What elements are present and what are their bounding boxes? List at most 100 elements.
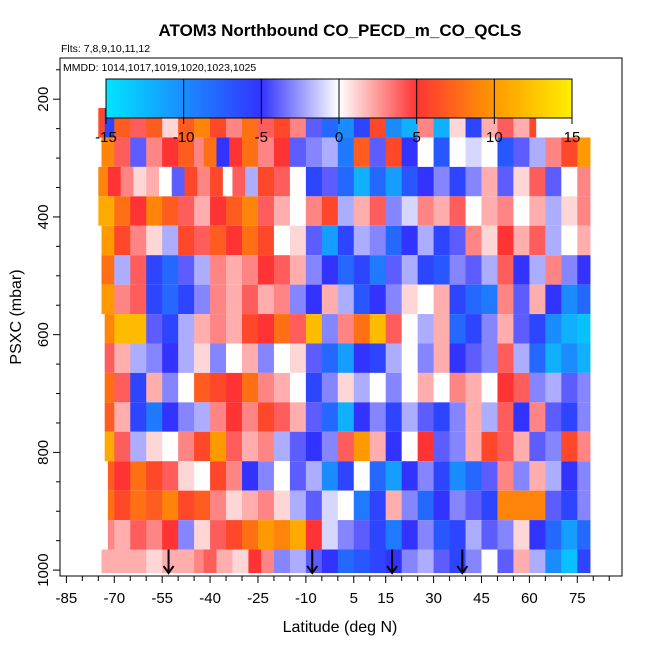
heatmap-cell	[146, 490, 163, 521]
heatmap-cell	[353, 431, 371, 462]
heatmap-cell	[353, 372, 371, 403]
heatmap-cell	[305, 549, 323, 574]
heatmap-cell	[305, 166, 323, 197]
heatmap-cell	[273, 549, 291, 574]
heatmap-cell	[289, 166, 307, 197]
heatmap-cell	[321, 343, 339, 373]
heatmap-cell	[433, 284, 450, 315]
heatmap-cell	[197, 166, 211, 197]
heatmap-cell	[289, 431, 307, 462]
heatmap-cell	[114, 255, 131, 285]
heatmap-cell	[210, 461, 227, 491]
heatmap-cell	[321, 520, 339, 550]
heatmap-cell	[577, 461, 591, 491]
heatmap-cell	[417, 431, 435, 462]
heatmap-cell	[178, 402, 195, 432]
heatmap-cell	[465, 343, 482, 373]
heatmap-cell	[481, 343, 498, 373]
heatmap-cell	[305, 461, 323, 491]
heatmap-cell	[130, 549, 147, 574]
heatmap-cell	[162, 431, 179, 462]
heatmap-cell	[305, 431, 323, 462]
heatmap-cell	[257, 166, 275, 197]
heatmap-cell	[529, 225, 546, 256]
heatmap-cell	[577, 520, 591, 550]
heatmap-cell	[465, 461, 482, 491]
arrow-head	[456, 565, 469, 575]
heatmap-cell	[545, 196, 562, 226]
heatmap-cell	[130, 520, 147, 550]
x-tick-label: 75	[569, 590, 586, 607]
heatmap-cell	[257, 431, 275, 462]
heatmap-cell	[114, 490, 131, 521]
heatmap-cell	[305, 343, 323, 373]
heatmap-cell	[226, 284, 243, 315]
heatmap-cell	[481, 196, 498, 226]
heatmap-cell	[229, 137, 243, 167]
heatmap-cell	[497, 343, 514, 373]
heatmap-cell	[337, 225, 355, 256]
heatmap-cell	[273, 372, 291, 403]
heatmap-cell	[529, 372, 546, 403]
heatmap-cell	[577, 314, 591, 344]
heatmap-cell	[171, 166, 185, 197]
heatmap-cell	[130, 343, 147, 373]
heatmap-cell	[385, 166, 403, 197]
heatmap-cell	[561, 431, 578, 462]
heatmap-cell	[449, 461, 466, 491]
heatmap-cell	[321, 461, 339, 491]
heatmap-cell	[353, 196, 371, 226]
heatmap-cell	[104, 314, 115, 344]
heatmap-cell	[401, 314, 419, 344]
heatmap-cell	[529, 166, 546, 197]
x-tick-label: 45	[473, 590, 490, 607]
heatmap-cell	[401, 461, 419, 491]
heatmap-cell	[353, 225, 371, 256]
heatmap-cell	[242, 372, 259, 403]
heatmap-cell	[337, 461, 355, 491]
heatmap-cell	[417, 166, 435, 197]
heatmap-cell	[114, 402, 131, 432]
heatmap-cell	[449, 490, 466, 521]
x-tick-label: -40	[199, 590, 221, 607]
heatmap-cell	[162, 225, 179, 256]
heatmap-cell	[449, 431, 466, 462]
heatmap-cells	[98, 81, 591, 574]
heatmap-cell	[481, 490, 498, 521]
x-tick-label: 5	[350, 590, 358, 607]
heatmap-cell	[146, 431, 163, 462]
heatmap-cell	[210, 343, 227, 373]
x-tick-label: 60	[521, 590, 538, 607]
heatmap-cell	[194, 343, 211, 373]
heatmap-cell	[101, 284, 115, 315]
heatmap-cell	[353, 284, 371, 315]
heatmap-cell	[130, 196, 147, 226]
heatmap-cell	[465, 255, 482, 285]
heatmap-cell	[481, 372, 498, 403]
heatmap-cell	[178, 314, 195, 344]
heatmap-cell	[305, 372, 323, 403]
heatmap-cell	[107, 520, 115, 550]
heatmap-cell	[433, 166, 450, 197]
heatmap-cell	[385, 225, 403, 256]
heatmap-cell	[321, 402, 339, 432]
heatmap-cell	[337, 372, 355, 403]
heatmap-cell	[529, 108, 537, 138]
heatmap-cell	[216, 549, 233, 574]
heatmap-cell	[385, 402, 403, 432]
heatmap-cell	[513, 166, 530, 197]
heatmap-cell	[194, 549, 205, 574]
heatmap-cell	[146, 372, 163, 403]
heatmap-cell	[577, 196, 591, 226]
heatmap-cell	[146, 255, 163, 285]
heatmap-cell	[162, 255, 179, 285]
heatmap-cell	[226, 402, 243, 432]
heatmap-cell	[242, 225, 259, 256]
heatmap-cell	[242, 196, 259, 226]
arrow-head	[162, 565, 175, 575]
heatmap-cell	[513, 225, 530, 256]
heatmap-cell	[497, 490, 514, 521]
heatmap-cell	[305, 196, 323, 226]
heatmap-cell	[497, 196, 514, 226]
heatmap-cell	[449, 137, 466, 167]
